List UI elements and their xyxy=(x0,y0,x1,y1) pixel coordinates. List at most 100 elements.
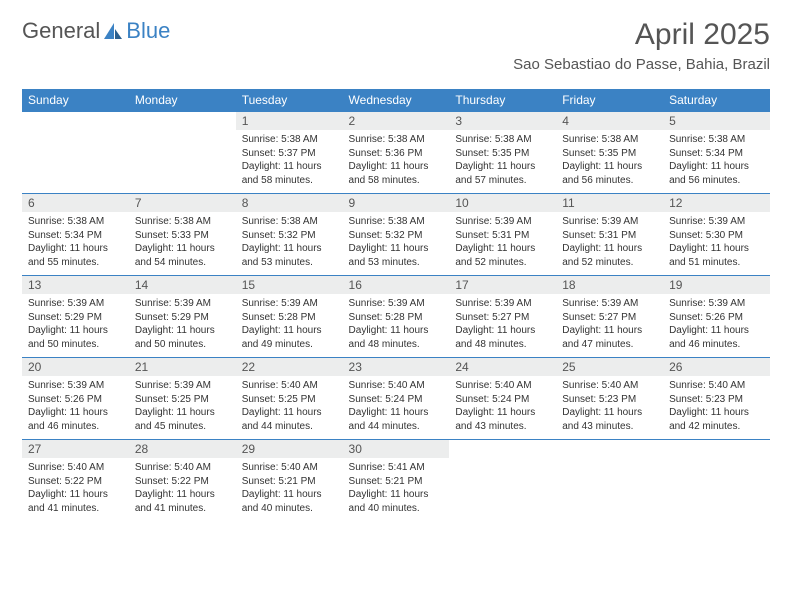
sunset-text: Sunset: 5:30 PM xyxy=(669,229,764,243)
day-number: 5 xyxy=(663,112,770,130)
sunset-text: Sunset: 5:26 PM xyxy=(669,311,764,325)
calendar-cell: 4Sunrise: 5:38 AMSunset: 5:35 PMDaylight… xyxy=(556,112,663,194)
day-header: Friday xyxy=(556,89,663,112)
day-detail: Sunrise: 5:39 AMSunset: 5:31 PMDaylight:… xyxy=(556,212,663,272)
sunset-text: Sunset: 5:23 PM xyxy=(562,393,657,407)
day-number: 15 xyxy=(236,276,343,294)
calendar-cell: 16Sunrise: 5:39 AMSunset: 5:28 PMDayligh… xyxy=(343,276,450,358)
day-detail: Sunrise: 5:38 AMSunset: 5:35 PMDaylight:… xyxy=(449,130,556,190)
calendar-cell: 28Sunrise: 5:40 AMSunset: 5:22 PMDayligh… xyxy=(129,440,236,522)
sunset-text: Sunset: 5:24 PM xyxy=(349,393,444,407)
daylight-text: Daylight: 11 hours and 53 minutes. xyxy=(242,242,337,269)
day-detail: Sunrise: 5:40 AMSunset: 5:21 PMDaylight:… xyxy=(236,458,343,518)
day-header: Wednesday xyxy=(343,89,450,112)
calendar-cell: 27Sunrise: 5:40 AMSunset: 5:22 PMDayligh… xyxy=(22,440,129,522)
day-number: 2 xyxy=(343,112,450,130)
day-detail: Sunrise: 5:39 AMSunset: 5:28 PMDaylight:… xyxy=(343,294,450,354)
sunset-text: Sunset: 5:26 PM xyxy=(28,393,123,407)
sunrise-text: Sunrise: 5:41 AM xyxy=(349,461,444,475)
day-number: 18 xyxy=(556,276,663,294)
day-header: Sunday xyxy=(22,89,129,112)
calendar-row: 20Sunrise: 5:39 AMSunset: 5:26 PMDayligh… xyxy=(22,358,770,440)
day-detail: Sunrise: 5:40 AMSunset: 5:24 PMDaylight:… xyxy=(343,376,450,436)
daylight-text: Daylight: 11 hours and 45 minutes. xyxy=(135,406,230,433)
calendar-cell: 18Sunrise: 5:39 AMSunset: 5:27 PMDayligh… xyxy=(556,276,663,358)
calendar-cell: 10Sunrise: 5:39 AMSunset: 5:31 PMDayligh… xyxy=(449,194,556,276)
daylight-text: Daylight: 11 hours and 48 minutes. xyxy=(349,324,444,351)
sunrise-text: Sunrise: 5:39 AM xyxy=(669,297,764,311)
calendar-cell xyxy=(449,440,556,522)
day-detail: Sunrise: 5:40 AMSunset: 5:23 PMDaylight:… xyxy=(556,376,663,436)
calendar-cell: 20Sunrise: 5:39 AMSunset: 5:26 PMDayligh… xyxy=(22,358,129,440)
day-number xyxy=(663,440,770,444)
day-detail: Sunrise: 5:38 AMSunset: 5:33 PMDaylight:… xyxy=(129,212,236,272)
logo: General Blue xyxy=(22,18,170,44)
sunrise-text: Sunrise: 5:38 AM xyxy=(242,133,337,147)
day-number: 23 xyxy=(343,358,450,376)
sunset-text: Sunset: 5:34 PM xyxy=(669,147,764,161)
calendar-cell: 9Sunrise: 5:38 AMSunset: 5:32 PMDaylight… xyxy=(343,194,450,276)
sunrise-text: Sunrise: 5:38 AM xyxy=(135,215,230,229)
sunset-text: Sunset: 5:27 PM xyxy=(562,311,657,325)
sunset-text: Sunset: 5:29 PM xyxy=(28,311,123,325)
location-subtitle: Sao Sebastiao do Passe, Bahia, Brazil xyxy=(513,56,770,73)
title-block: April 2025 Sao Sebastiao do Passe, Bahia… xyxy=(513,18,770,73)
day-number xyxy=(449,440,556,444)
sunset-text: Sunset: 5:32 PM xyxy=(349,229,444,243)
day-number: 24 xyxy=(449,358,556,376)
day-number: 30 xyxy=(343,440,450,458)
sunrise-text: Sunrise: 5:40 AM xyxy=(242,379,337,393)
day-number: 11 xyxy=(556,194,663,212)
day-detail: Sunrise: 5:39 AMSunset: 5:31 PMDaylight:… xyxy=(449,212,556,272)
calendar-cell: 23Sunrise: 5:40 AMSunset: 5:24 PMDayligh… xyxy=(343,358,450,440)
sunrise-text: Sunrise: 5:39 AM xyxy=(349,297,444,311)
day-detail: Sunrise: 5:39 AMSunset: 5:26 PMDaylight:… xyxy=(22,376,129,436)
day-number: 6 xyxy=(22,194,129,212)
day-number: 9 xyxy=(343,194,450,212)
calendar-row: 27Sunrise: 5:40 AMSunset: 5:22 PMDayligh… xyxy=(22,440,770,522)
daylight-text: Daylight: 11 hours and 44 minutes. xyxy=(349,406,444,433)
sunset-text: Sunset: 5:24 PM xyxy=(455,393,550,407)
daylight-text: Daylight: 11 hours and 58 minutes. xyxy=(242,160,337,187)
daylight-text: Daylight: 11 hours and 56 minutes. xyxy=(562,160,657,187)
daylight-text: Daylight: 11 hours and 51 minutes. xyxy=(669,242,764,269)
day-detail: Sunrise: 5:41 AMSunset: 5:21 PMDaylight:… xyxy=(343,458,450,518)
day-number: 1 xyxy=(236,112,343,130)
day-header: Monday xyxy=(129,89,236,112)
sunrise-text: Sunrise: 5:38 AM xyxy=(242,215,337,229)
day-number: 16 xyxy=(343,276,450,294)
sunset-text: Sunset: 5:31 PM xyxy=(455,229,550,243)
daylight-text: Daylight: 11 hours and 55 minutes. xyxy=(28,242,123,269)
calendar-cell: 15Sunrise: 5:39 AMSunset: 5:28 PMDayligh… xyxy=(236,276,343,358)
day-number: 19 xyxy=(663,276,770,294)
calendar-cell: 30Sunrise: 5:41 AMSunset: 5:21 PMDayligh… xyxy=(343,440,450,522)
day-number: 21 xyxy=(129,358,236,376)
calendar-cell xyxy=(556,440,663,522)
calendar-row: 1Sunrise: 5:38 AMSunset: 5:37 PMDaylight… xyxy=(22,112,770,194)
calendar-cell: 2Sunrise: 5:38 AMSunset: 5:36 PMDaylight… xyxy=(343,112,450,194)
calendar-cell: 22Sunrise: 5:40 AMSunset: 5:25 PMDayligh… xyxy=(236,358,343,440)
day-detail: Sunrise: 5:39 AMSunset: 5:29 PMDaylight:… xyxy=(129,294,236,354)
day-detail: Sunrise: 5:40 AMSunset: 5:22 PMDaylight:… xyxy=(22,458,129,518)
calendar-cell: 13Sunrise: 5:39 AMSunset: 5:29 PMDayligh… xyxy=(22,276,129,358)
sunrise-text: Sunrise: 5:40 AM xyxy=(242,461,337,475)
sunset-text: Sunset: 5:29 PM xyxy=(135,311,230,325)
calendar-cell: 7Sunrise: 5:38 AMSunset: 5:33 PMDaylight… xyxy=(129,194,236,276)
sunrise-text: Sunrise: 5:39 AM xyxy=(455,215,550,229)
day-number: 12 xyxy=(663,194,770,212)
sunset-text: Sunset: 5:23 PM xyxy=(669,393,764,407)
daylight-text: Daylight: 11 hours and 46 minutes. xyxy=(28,406,123,433)
sunrise-text: Sunrise: 5:38 AM xyxy=(455,133,550,147)
calendar-cell: 3Sunrise: 5:38 AMSunset: 5:35 PMDaylight… xyxy=(449,112,556,194)
day-detail: Sunrise: 5:38 AMSunset: 5:32 PMDaylight:… xyxy=(343,212,450,272)
calendar-cell: 12Sunrise: 5:39 AMSunset: 5:30 PMDayligh… xyxy=(663,194,770,276)
sunrise-text: Sunrise: 5:40 AM xyxy=(669,379,764,393)
sunrise-text: Sunrise: 5:39 AM xyxy=(242,297,337,311)
daylight-text: Daylight: 11 hours and 46 minutes. xyxy=(669,324,764,351)
calendar-cell: 17Sunrise: 5:39 AMSunset: 5:27 PMDayligh… xyxy=(449,276,556,358)
calendar-cell: 29Sunrise: 5:40 AMSunset: 5:21 PMDayligh… xyxy=(236,440,343,522)
daylight-text: Daylight: 11 hours and 54 minutes. xyxy=(135,242,230,269)
day-detail: Sunrise: 5:39 AMSunset: 5:25 PMDaylight:… xyxy=(129,376,236,436)
sunset-text: Sunset: 5:21 PM xyxy=(242,475,337,489)
calendar-cell: 19 Sunrise: 5:39 AMSunset: 5:26 PMDayligh… xyxy=(663,276,770,358)
